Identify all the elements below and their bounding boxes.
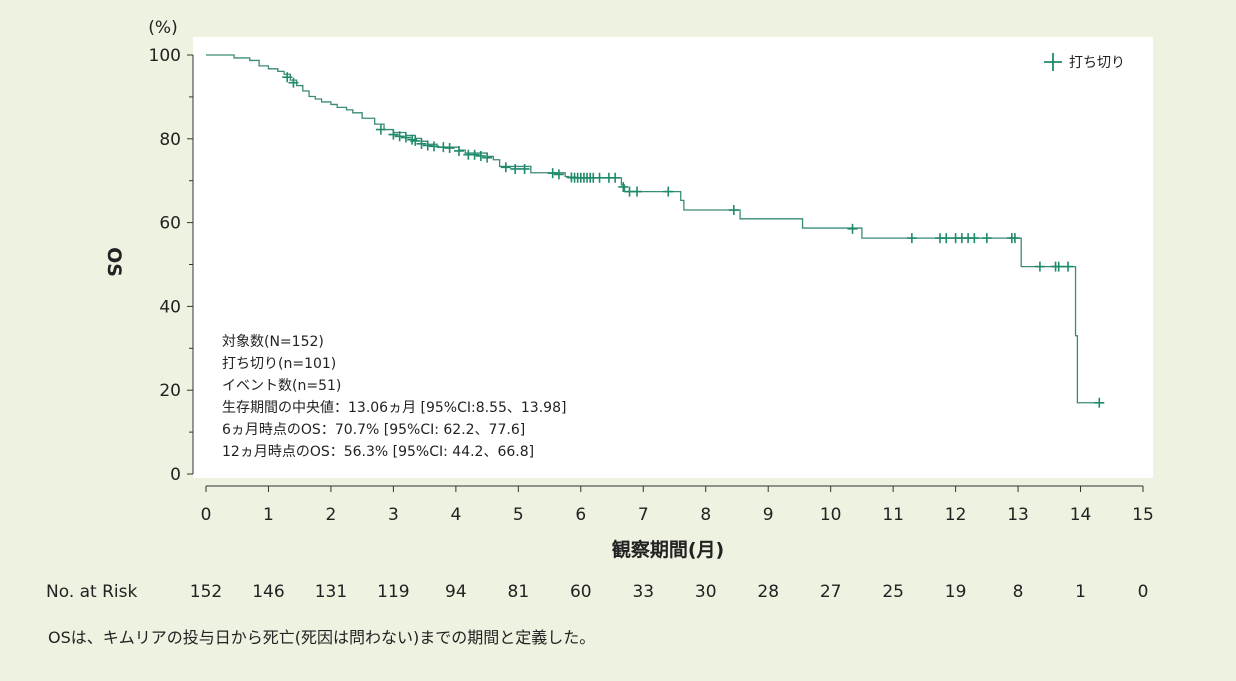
risk-value: 119 (377, 582, 409, 602)
censor-mark (663, 186, 674, 197)
censor-mark (410, 135, 421, 146)
risk-value: 19 (945, 582, 967, 602)
y-axis: 0 20 40 60 80 100 (149, 46, 194, 485)
risk-value: 94 (445, 582, 467, 602)
censor-mark (422, 140, 433, 151)
risk-value: 152 (190, 582, 222, 602)
censor-mark (618, 181, 629, 192)
censor-mark (1094, 397, 1105, 408)
censor-mark (394, 131, 405, 142)
censor-mark (941, 233, 952, 244)
censor-mark (453, 145, 464, 156)
censor-mark (981, 233, 992, 244)
censor-mark (906, 233, 917, 244)
y-tick-label: 40 (159, 297, 181, 317)
censor-mark (482, 152, 493, 163)
risk-value: 33 (632, 582, 654, 602)
censor-mark (500, 162, 511, 173)
censor-mark (1009, 233, 1020, 244)
risk-value: 8 (1013, 582, 1024, 602)
risk-value: 131 (315, 582, 347, 602)
summary-line: 打ち切り(n=101) (222, 355, 336, 372)
censor-mark (475, 150, 486, 161)
y-unit-label: (%) (148, 18, 177, 38)
censor-mark (547, 168, 558, 179)
x-tick-label: 10 (820, 505, 842, 525)
risk-table-row: 152 146 131 119 94 81 60 33 30 28 27 25 19 8 1 0 (190, 582, 1149, 602)
x-tick-label: 9 (763, 505, 774, 525)
censor-mark (288, 77, 299, 88)
y-axis-title: OS (103, 247, 125, 277)
summary-line: 生存期間の中央値：13.06ヵ月 [95%CI:8.55、13.98] (222, 400, 566, 416)
y-tick-label: 100 (149, 46, 181, 66)
risk-value: 146 (252, 582, 284, 602)
y-tick-label: 0 (170, 465, 181, 485)
x-tick-label: 7 (638, 505, 649, 525)
summary-line: 対象数(N=152) (222, 334, 324, 350)
x-tick-label: 5 (513, 505, 524, 525)
y-tick-label: 20 (159, 381, 181, 401)
x-tick-label: 12 (945, 505, 967, 525)
legend-label: 打ち切り (1069, 54, 1125, 71)
legend: 打ち切り (1044, 53, 1125, 71)
x-tick-label: 4 (450, 505, 461, 525)
y-tick-label: 60 (159, 214, 181, 234)
censor-mark (610, 172, 621, 183)
risk-value: 0 (1138, 582, 1149, 602)
x-tick-label: 8 (700, 505, 711, 525)
legend-marker-cross (1044, 53, 1062, 71)
x-tick-label: 0 (201, 505, 212, 525)
censor-marks-layer (282, 72, 1105, 408)
censor-mark (429, 141, 440, 152)
censor-mark (847, 223, 858, 234)
x-tick-label: 14 (1070, 505, 1092, 525)
censor-mark (553, 169, 564, 180)
censor-mark (1034, 261, 1045, 272)
risk-value: 27 (820, 582, 842, 602)
x-tick-label: 3 (388, 505, 399, 525)
risk-value: 28 (757, 582, 779, 602)
x-tick-label: 11 (882, 505, 904, 525)
risk-value: 25 (882, 582, 904, 602)
x-axis-title: 観察期間(月) (612, 538, 724, 561)
x-tick-label: 13 (1007, 505, 1029, 525)
censor-mark (1053, 261, 1064, 272)
censor-mark (282, 72, 293, 83)
risk-value: 30 (695, 582, 717, 602)
x-tick-label: 15 (1132, 505, 1154, 525)
risk-value: 1 (1075, 582, 1086, 602)
summary-line: イベント数(n=51) (222, 378, 341, 394)
summary-box: 対象数(N=152) 打ち切り(n=101) イベント数(n=51) 生存期間の中央値… (222, 334, 566, 460)
censor-mark (375, 124, 386, 135)
x-axis: 0 1 2 3 4 5 6 7 8 9 10 11 12 13 14 15 (201, 485, 1154, 525)
censor-mark (444, 143, 455, 154)
footnote: OSは、キムリアの投与日から死亡(死因は問わない)までの期間と定義した。 (48, 628, 595, 647)
risk-value: 60 (570, 582, 592, 602)
censor-mark (632, 186, 643, 197)
censor-mark (400, 132, 411, 143)
censor-mark (594, 172, 605, 183)
censor-mark (969, 233, 980, 244)
x-tick-label: 2 (326, 505, 337, 525)
risk-value: 81 (508, 582, 530, 602)
censor-mark (1063, 261, 1074, 272)
summary-line: 12ヵ月時点のOS：56.3% [95%CI: 44.2、66.8] (222, 444, 534, 460)
summary-line: 6ヵ月時点のOS：70.7% [95%CI: 62.2、77.6] (222, 422, 525, 438)
censor-mark (510, 163, 521, 174)
legend-censor-marker (1044, 53, 1062, 71)
x-tick-label: 6 (575, 505, 586, 525)
censor-mark (519, 163, 530, 174)
y-tick-label: 80 (159, 130, 181, 150)
censor-mark (416, 138, 427, 149)
censor-mark (388, 129, 399, 140)
x-tick-label: 1 (263, 505, 274, 525)
censor-mark (438, 142, 449, 153)
censor-mark (469, 149, 480, 160)
censor-mark (728, 205, 739, 216)
risk-table-label: No. at Risk (46, 582, 138, 602)
